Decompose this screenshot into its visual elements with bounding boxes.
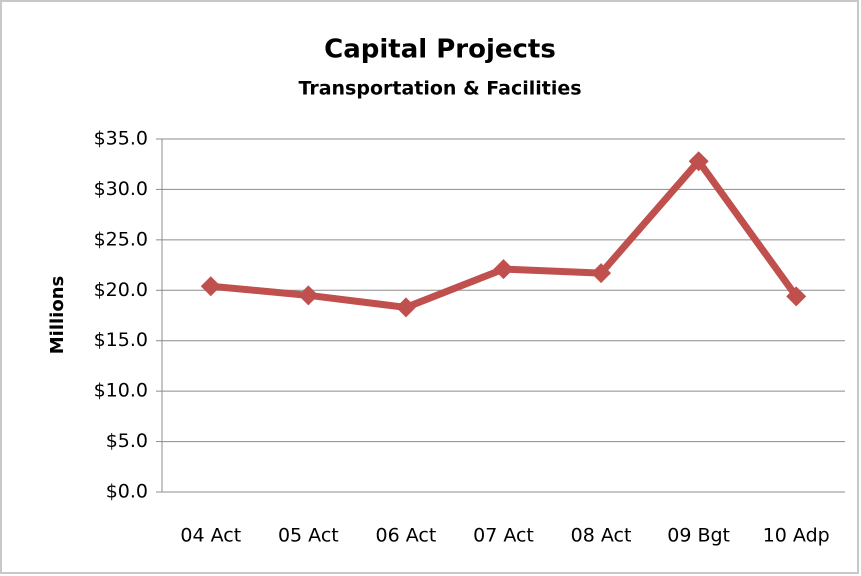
marker [298,285,319,306]
marker [688,151,709,172]
y-tick-label: $0.0 [106,481,148,503]
y-tick-label: $15.0 [94,329,148,351]
y-tick-label: $25.0 [94,228,148,250]
y-tick-label: $35.0 [94,128,148,150]
x-tick-label: 06 Act [376,525,437,547]
x-tick-label: 08 Act [571,525,632,547]
x-tick-label: 10 Adp [763,525,830,547]
y-tick-label: $30.0 [94,178,148,200]
marker [200,276,221,297]
y-tick-label: $5.0 [106,430,148,452]
x-tick-label: 09 Bgt [667,525,730,547]
chart-subtitle: Transportation & Facilities [298,78,581,100]
chart-title: Capital Projects [324,35,556,65]
marker [493,259,514,280]
marker [395,297,416,318]
y-tick-label: $20.0 [94,279,148,301]
y-axis-label: Millions [47,276,68,355]
y-tick-label: $10.0 [94,380,148,402]
marker [591,263,612,284]
x-tick-label: 05 Act [278,525,339,547]
marker [786,286,807,307]
x-tick-label: 04 Act [180,525,241,547]
x-tick-label: 07 Act [473,525,534,547]
